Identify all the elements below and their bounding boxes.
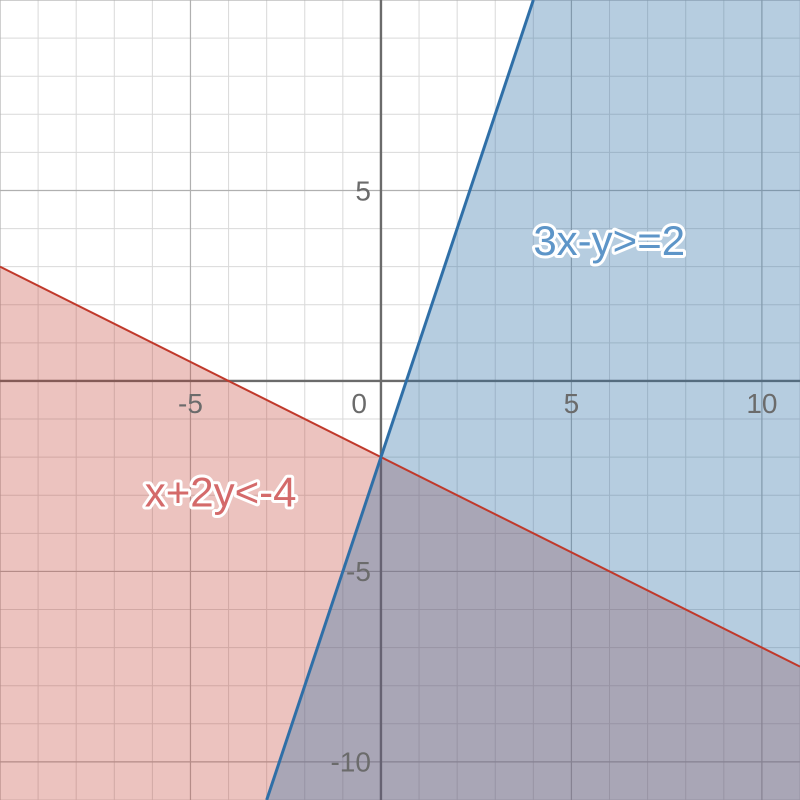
x-tick-label: 5 (564, 388, 580, 419)
y-tick-label: -5 (346, 556, 371, 587)
y-tick-label: -10 (330, 747, 370, 778)
annotation-blue: 3x-y>=2 (533, 217, 685, 264)
y-tick-label: 5 (355, 175, 371, 206)
inequality-chart: -5 0 5 10 -10 -5 5 x+2y<-4 3x-y>=2 (0, 0, 800, 800)
x-tick-label: 0 (351, 388, 367, 419)
x-tick-label: -5 (178, 388, 203, 419)
annotation-red: x+2y<-4 (145, 469, 297, 516)
x-tick-label: 10 (746, 388, 777, 419)
